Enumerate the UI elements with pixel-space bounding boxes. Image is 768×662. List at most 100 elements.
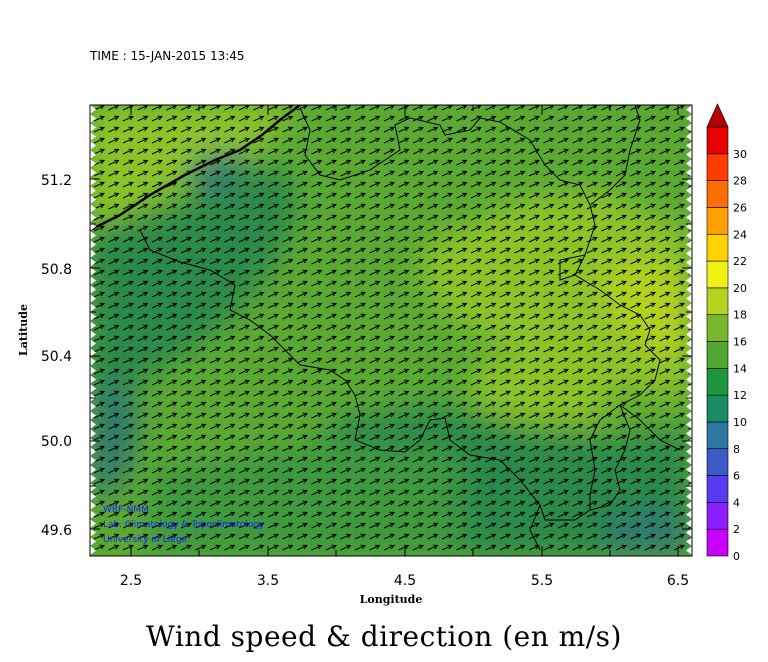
wind-arrow [282, 148, 294, 155]
edge-notch-right [686, 366, 692, 375]
wind-arrow [340, 181, 352, 188]
wind-arrow [137, 500, 149, 507]
wind-arrow [528, 346, 541, 353]
wind-arrow [238, 500, 251, 507]
wind-arrow [470, 379, 483, 386]
edge-notch-left [90, 150, 96, 159]
wind-arrow [238, 236, 251, 243]
wind-arrow [470, 511, 483, 518]
wind-arrow [340, 302, 352, 309]
wind-arrow [311, 137, 323, 144]
wind-arrow [354, 313, 367, 320]
wind-arrow [209, 137, 222, 144]
wind-arrow [427, 203, 439, 210]
wind-arrow [470, 192, 483, 199]
wind-arrow [354, 192, 367, 199]
wind-arrow [195, 148, 207, 155]
wind-arrow [108, 467, 120, 474]
wind-arrow [296, 522, 309, 529]
wind-arrow [311, 335, 323, 342]
wind-arrow [296, 379, 309, 386]
wind-arrow [311, 181, 323, 188]
wind-arrow [470, 236, 483, 243]
wind-arrow [470, 269, 483, 276]
wind-arrow [108, 269, 120, 276]
wind-arrow [238, 324, 251, 331]
wind-arrow [195, 500, 207, 507]
wind-arrow [557, 368, 570, 375]
wind-arrow [572, 214, 584, 221]
wind-arrow [122, 522, 135, 529]
wind-arrow [340, 522, 352, 529]
wind-arrow [572, 236, 584, 243]
wind-arrow [673, 544, 686, 551]
wind-arrow [166, 148, 178, 155]
wind-arrow [325, 511, 338, 518]
wind-arrow [166, 511, 178, 518]
wind-arrow [93, 489, 106, 496]
wind-arrow [151, 478, 164, 485]
wind-arrow [93, 159, 106, 166]
wind-arrow [209, 401, 222, 408]
wind-arrow [572, 478, 584, 485]
wind-arrow [137, 148, 149, 155]
wind-arrow [427, 412, 439, 419]
wind-arrow [644, 126, 657, 133]
wind-arrow [325, 500, 338, 507]
wind-arrow [224, 500, 236, 507]
wind-arrow [209, 357, 222, 364]
border-germany-netherlands [589, 105, 641, 206]
wind-arrow [253, 247, 265, 254]
wind-arrow [499, 445, 512, 452]
wind-arrow [543, 511, 555, 518]
wind-arrow [586, 258, 599, 265]
wind-arrow [644, 368, 657, 375]
coastline [90, 105, 301, 232]
wind-arrow [296, 170, 309, 177]
wind-arrow [195, 346, 207, 353]
wind-arrow [282, 423, 294, 430]
wind-arrow [630, 368, 642, 375]
wind-arrow [673, 467, 686, 474]
wind-arrow [601, 203, 613, 210]
wind-arrow [615, 291, 628, 298]
wind-arrow [311, 423, 323, 430]
wind-arrow [499, 159, 512, 166]
wind-arrow [412, 192, 425, 199]
wind-arrow [514, 467, 526, 474]
wind-arrow [354, 500, 367, 507]
wind-arrow [296, 357, 309, 364]
wind-arrow [601, 115, 613, 122]
wind-arrow [572, 115, 584, 122]
wind-arrow [543, 368, 555, 375]
wind-arrow [572, 346, 584, 353]
wind-arrow [601, 192, 613, 199]
wind-arrow [427, 269, 439, 276]
wind-arrow [412, 115, 425, 122]
edge-notch-left [90, 240, 96, 249]
edge-notch-right [686, 339, 692, 348]
wind-arrow [325, 357, 338, 364]
wind-arrow [615, 456, 628, 463]
wind-arrow [137, 445, 149, 452]
wind-arrow [427, 159, 439, 166]
wind-arrow [644, 357, 657, 364]
x-tick-label: 2.5 [120, 573, 142, 589]
wind-arrow [108, 478, 120, 485]
wind-arrow [296, 159, 309, 166]
wind-arrow [485, 379, 497, 386]
wind-arrow [673, 269, 686, 276]
wind-arrow [340, 115, 352, 122]
wind-arrow [514, 313, 526, 320]
time-label: TIME : 15-JAN-2015 13:45 [89, 49, 245, 63]
wind-arrow [557, 170, 570, 177]
wind-arrow [499, 203, 512, 210]
wind-arrow [659, 511, 671, 518]
wind-arrow [137, 401, 149, 408]
wind-arrow [499, 137, 512, 144]
wind-arrow [470, 390, 483, 397]
wind-arrow [427, 181, 439, 188]
wind-arrow [180, 423, 193, 430]
wind-arrow [427, 126, 439, 133]
wind-arrow [354, 335, 367, 342]
